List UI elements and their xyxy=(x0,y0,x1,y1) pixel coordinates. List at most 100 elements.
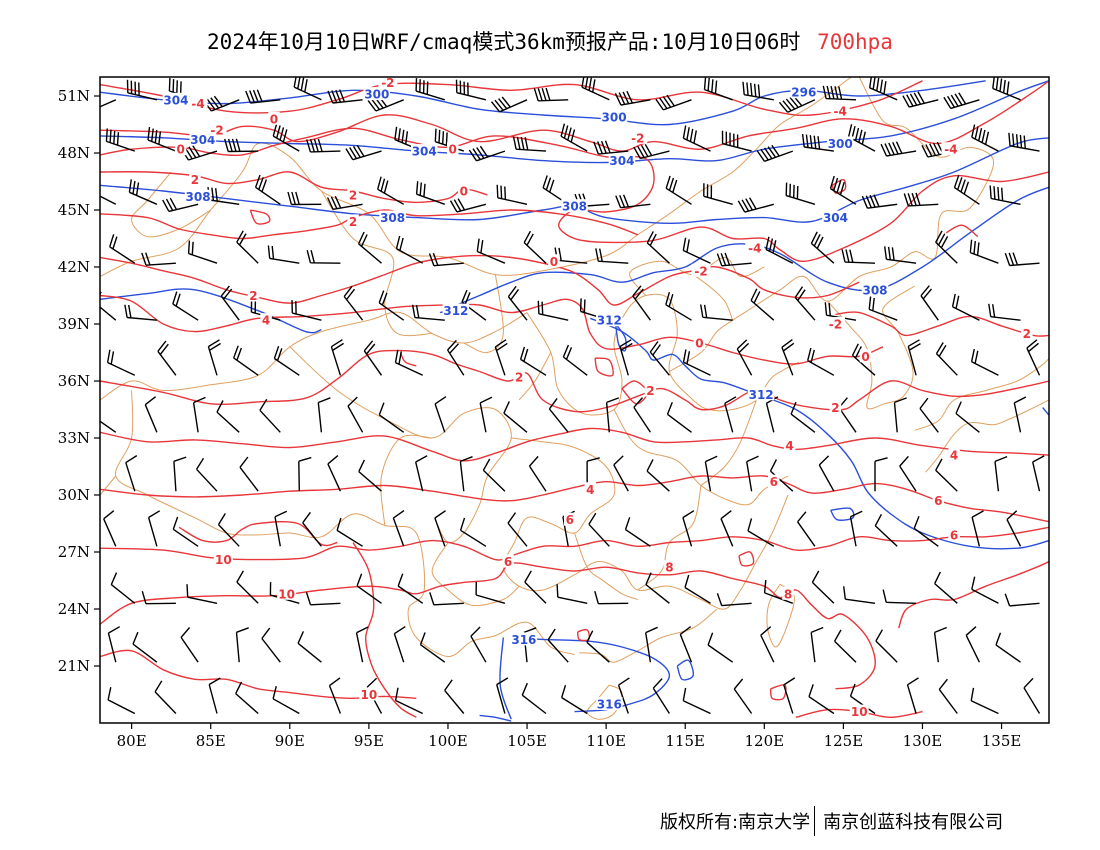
wind-barb xyxy=(682,349,711,376)
wind-barb xyxy=(1026,339,1041,376)
temperature-contour-label: 0 xyxy=(449,143,457,157)
geopotential-contour-label: 300 xyxy=(602,110,627,124)
wind-barb xyxy=(707,632,734,663)
wind-barb xyxy=(107,687,136,715)
wind-barb xyxy=(919,397,939,433)
wind-barb xyxy=(235,681,259,715)
boundary-line xyxy=(574,532,638,600)
temperature-contour-label: 6 xyxy=(770,475,778,489)
wind-barb xyxy=(216,400,240,433)
wind-barb xyxy=(415,181,446,205)
wind-barb xyxy=(347,396,364,433)
wind-barb xyxy=(617,677,630,714)
wind-barb xyxy=(207,339,221,376)
wind-barb xyxy=(989,185,1021,205)
wind-barb xyxy=(317,397,331,433)
map-title: 2024年10月10日WRF/cmaq模式36km预报产品:10月10日06时 … xyxy=(0,26,1100,56)
wind-barb xyxy=(619,339,633,376)
contour-label-bg xyxy=(584,482,597,496)
contour-label-bg xyxy=(188,96,208,110)
wind-barb xyxy=(760,626,775,663)
geopotential-contour-label: 304 xyxy=(609,154,634,168)
wind-barb xyxy=(906,677,919,714)
contour-label-bg xyxy=(260,313,272,327)
wind-barb xyxy=(141,252,176,266)
wind-barb xyxy=(100,420,117,433)
wind-barb xyxy=(358,459,382,492)
wind-barb xyxy=(615,194,651,209)
wind-barb xyxy=(684,574,711,604)
wind-barb xyxy=(810,231,835,264)
wind-barb xyxy=(682,687,711,715)
wind-barb xyxy=(969,239,999,264)
wind-barb xyxy=(293,77,322,101)
wind-barb xyxy=(468,145,506,162)
lon-label: 135E xyxy=(982,732,1022,750)
geopotential-line xyxy=(100,288,322,334)
wind-barb xyxy=(172,291,199,321)
wind-barb xyxy=(272,123,300,152)
contour-label-bg xyxy=(790,85,818,99)
temperature-line xyxy=(399,352,417,367)
geopotential-line xyxy=(511,636,671,713)
copyright-footer: 版权所有:南京大学 南京创蓝科技有限公司 xyxy=(660,806,1003,838)
wind-barb xyxy=(556,584,588,604)
wind-barb xyxy=(132,631,158,663)
wind-barb xyxy=(100,291,117,321)
contour-label-bg xyxy=(458,184,470,197)
wind-barb xyxy=(970,348,999,376)
wind-barb xyxy=(394,349,423,376)
wind-barb xyxy=(273,345,300,376)
wind-barb xyxy=(938,678,958,714)
wind-barb xyxy=(801,134,834,152)
geopotential-line xyxy=(479,714,512,722)
wind-barb xyxy=(943,92,980,110)
lon-label: 85E xyxy=(196,732,226,750)
geopotential-line xyxy=(499,637,512,720)
wind-barb xyxy=(935,230,958,264)
temperature-line xyxy=(738,551,755,567)
wind-barb xyxy=(512,136,547,152)
wind-barb xyxy=(1006,510,1022,547)
wind-barb xyxy=(785,182,816,205)
wind-barb xyxy=(807,347,835,376)
temperature-contour-label: 10 xyxy=(215,553,232,567)
wind-barb xyxy=(428,252,464,267)
wind-barb xyxy=(747,518,775,547)
wind-barb xyxy=(624,517,651,547)
wind-barb xyxy=(503,401,528,433)
wind-barb xyxy=(765,236,794,264)
wind-barb xyxy=(1004,252,1040,267)
wind-barb xyxy=(811,570,835,604)
lat-label: 48N xyxy=(58,144,90,162)
temperature-contour-label: 0 xyxy=(176,143,184,157)
wind-barb xyxy=(742,81,774,101)
contour-label-bg xyxy=(359,687,379,701)
wind-barb xyxy=(703,183,733,205)
wind-barb xyxy=(778,95,816,113)
wind-barb xyxy=(790,401,816,433)
boundary-line xyxy=(431,542,520,607)
temperature-contour-label: 4 xyxy=(785,439,793,453)
wind-barb xyxy=(336,517,363,547)
temperature-contour-label: 10 xyxy=(278,587,295,601)
wind-barb xyxy=(682,125,711,152)
wind-barb xyxy=(874,457,888,492)
temperature-contour-label: 0 xyxy=(861,350,869,364)
wind-barb xyxy=(236,230,259,264)
wind-barb xyxy=(955,401,980,433)
contour-label-bg xyxy=(782,586,794,600)
temperature-line xyxy=(100,80,1049,152)
wind-barb xyxy=(357,231,382,264)
wind-barb xyxy=(733,678,753,714)
contour-label-bg xyxy=(446,142,459,156)
wind-barb xyxy=(507,285,528,321)
wind-barb xyxy=(721,130,752,152)
wind-barb xyxy=(305,592,341,606)
geopotential-contour-label: 316 xyxy=(511,633,536,647)
wind-barb xyxy=(429,592,464,606)
wind-barb xyxy=(829,175,857,205)
temperature-line xyxy=(100,562,876,690)
pressure-level: 700hpa xyxy=(817,30,893,54)
wind-barb xyxy=(459,517,487,547)
